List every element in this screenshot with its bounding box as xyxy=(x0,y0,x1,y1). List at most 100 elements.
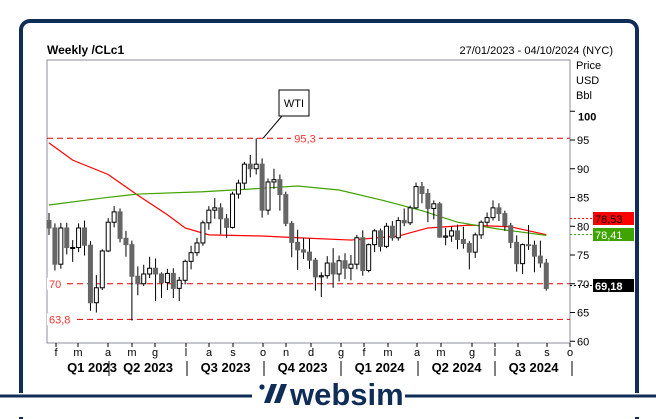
x-quarter-label: Q1 2023 xyxy=(67,360,117,375)
candle-body xyxy=(543,262,549,289)
candle-bullish xyxy=(111,206,117,228)
axis-unit-price: Price xyxy=(576,60,601,72)
x-month-label: f xyxy=(362,347,366,359)
candle-body xyxy=(336,260,342,275)
candle-body xyxy=(164,272,170,284)
candle-bullish xyxy=(484,212,490,226)
x-quarter-label: Q3 2023 xyxy=(201,360,251,375)
candle-body xyxy=(70,247,76,250)
candle-bearish xyxy=(158,272,164,299)
candle-bullish xyxy=(99,249,105,291)
candle-bearish xyxy=(537,240,543,268)
candle-body xyxy=(247,163,253,170)
annotation-box xyxy=(278,89,310,117)
candle-body xyxy=(265,181,271,211)
x-month-label: d xyxy=(308,347,314,359)
candle-bearish xyxy=(437,202,443,238)
candle-body xyxy=(342,260,348,269)
candle-bearish xyxy=(117,208,123,243)
candle-bearish xyxy=(259,158,265,218)
candle-bearish xyxy=(46,213,52,235)
candle-body xyxy=(454,230,460,240)
x-month-label: a xyxy=(105,347,112,359)
candle-bearish xyxy=(129,240,135,321)
candle-body xyxy=(58,227,64,265)
candle-body xyxy=(99,250,105,289)
candle-bearish xyxy=(378,228,384,252)
candle-body xyxy=(283,194,289,224)
candle-bearish xyxy=(82,220,88,256)
axis-unit-currency: USD xyxy=(576,75,599,87)
candle-body xyxy=(508,225,514,243)
x-month-label: g xyxy=(338,347,344,359)
chart-frame xyxy=(19,19,639,419)
websim-logo-text: websim xyxy=(289,377,404,412)
candle-body xyxy=(170,272,176,289)
x-month-label: o xyxy=(567,347,573,359)
candle-bearish xyxy=(419,181,425,204)
candle-body xyxy=(478,221,484,236)
y-tick-label: 100 xyxy=(578,111,596,123)
candle-body xyxy=(348,263,354,269)
x-month-label: l xyxy=(494,347,496,359)
candle-body xyxy=(182,260,188,281)
candle-bearish xyxy=(224,214,230,238)
candle-body xyxy=(277,179,283,196)
price-tag xyxy=(593,212,634,225)
candle-body xyxy=(484,217,490,223)
candle-body xyxy=(271,179,277,183)
candle-body xyxy=(324,262,330,277)
candle-bullish xyxy=(472,232,478,258)
candle-bearish xyxy=(135,266,141,296)
candle-bullish xyxy=(336,255,342,282)
candle-bullish xyxy=(76,223,82,253)
candle-body xyxy=(188,252,194,262)
candle-body xyxy=(289,222,295,243)
candle-bullish xyxy=(395,217,401,241)
candle-body xyxy=(52,227,58,265)
candle-bullish xyxy=(182,259,188,285)
axis-unit-bbl: Bbl xyxy=(576,90,592,102)
candle-body xyxy=(395,220,401,239)
candle-bullish xyxy=(176,276,182,301)
y-tick-label: 75 xyxy=(577,250,589,262)
candle-bullish xyxy=(164,268,170,291)
candle-bullish xyxy=(230,191,236,229)
candle-bearish xyxy=(170,268,176,299)
y-tick-label: 85 xyxy=(577,193,589,205)
x-month-label: s xyxy=(544,347,550,359)
candle-bearish xyxy=(283,191,289,227)
candle-body xyxy=(366,244,372,272)
annotation-leader-line xyxy=(262,115,283,139)
candle-body xyxy=(520,244,526,265)
candle-bullish xyxy=(372,229,378,253)
candle-bullish xyxy=(324,256,330,279)
candle-bullish xyxy=(235,179,241,199)
candle-bullish xyxy=(520,243,526,274)
candle-body xyxy=(200,222,206,244)
candle-bearish xyxy=(454,224,460,250)
candle-bullish xyxy=(253,138,259,175)
x-month-label: l xyxy=(185,347,187,359)
candle-bullish xyxy=(383,222,389,249)
candle-body xyxy=(230,193,236,228)
candle-bearish xyxy=(425,188,431,223)
candle-bearish xyxy=(247,154,253,178)
candle-body xyxy=(158,273,164,284)
candle-bullish xyxy=(348,255,354,281)
x-month-label: m xyxy=(73,347,82,359)
candle-bearish xyxy=(123,230,129,257)
y-tick-label: 60 xyxy=(577,336,589,348)
candle-body xyxy=(389,225,395,239)
candle-bullish xyxy=(58,222,64,269)
websim-logo: websim xyxy=(0,377,656,417)
candle-bearish xyxy=(543,259,549,291)
candle-bullish xyxy=(354,234,360,270)
candle-bearish xyxy=(87,241,93,311)
candle-body xyxy=(372,230,378,246)
y-tick-label: 80 xyxy=(577,221,589,233)
candle-body xyxy=(93,287,99,304)
candle-body xyxy=(360,237,366,272)
level-label-bg xyxy=(291,132,319,145)
candle-bearish xyxy=(301,237,307,260)
